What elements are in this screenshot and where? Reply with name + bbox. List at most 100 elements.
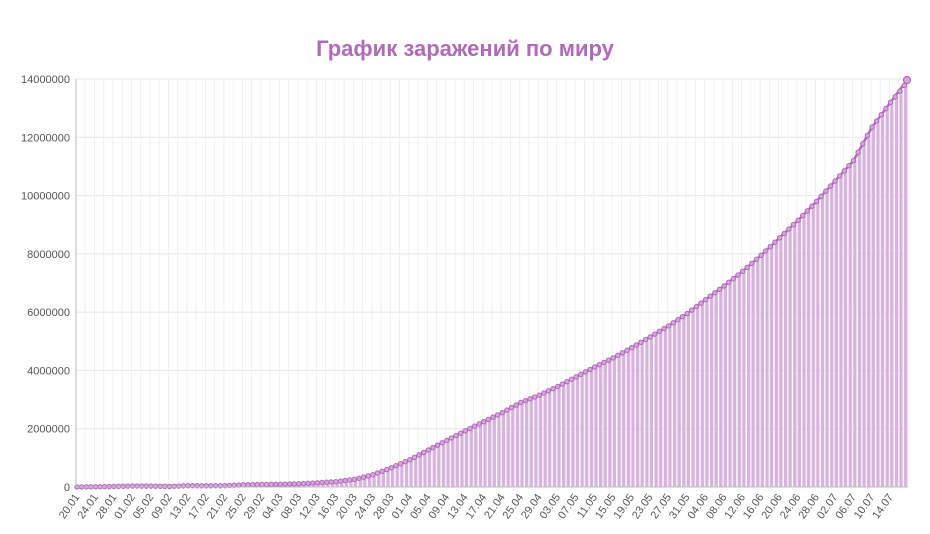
data-point [647,334,653,340]
data-point [499,409,505,416]
data-point [485,416,492,423]
data-point [504,407,510,413]
bar [733,278,737,487]
bar [538,395,543,487]
bar [455,435,459,487]
data-point [383,466,390,473]
bar [709,296,714,487]
data-point [513,402,519,408]
bar [391,467,395,487]
bar [367,475,372,487]
data-point [559,381,566,387]
bar [756,259,760,487]
data-point [638,339,644,346]
bar [811,206,815,487]
y-tick-label: 2000000 [27,424,70,436]
bar [728,282,732,487]
data-point [494,412,501,418]
bar [760,255,765,487]
data-point [582,369,589,375]
data-point [591,364,598,370]
bar-layer [76,83,908,488]
data-point [902,75,912,85]
bar [649,336,654,487]
bar [423,452,427,487]
bar [585,371,589,487]
data-point [892,94,898,100]
bar [635,345,640,487]
data-point [568,376,575,382]
bar [871,127,875,487]
data-point [675,317,681,323]
data-point [702,296,709,303]
data-point [615,352,621,359]
data-point [693,303,700,310]
data-point [536,392,542,398]
data-point [827,183,834,189]
data-point [139,483,145,489]
bar [349,479,353,487]
data-point [457,430,464,436]
data-point [319,479,325,486]
data-point [360,474,367,480]
data-point [134,483,140,489]
data-point [624,347,630,353]
data-point [490,414,496,420]
bar [464,430,469,487]
data-point [166,483,173,490]
bar [506,410,510,487]
bar [492,417,496,487]
data-point [555,383,561,390]
data-point [152,483,159,489]
y-tick-label: 6000000 [27,307,70,319]
bar [451,437,455,487]
bar [765,250,769,487]
bar [654,334,658,487]
data-point [573,374,579,380]
bar [880,114,885,487]
data-point [129,483,136,489]
bar [599,364,603,487]
data-point [763,248,769,254]
data-point [855,149,861,155]
data-point [148,483,154,489]
bar [672,322,677,487]
bar [594,366,598,487]
bar [335,481,339,487]
bar [460,433,464,487]
data-point [684,310,690,317]
bar [774,242,778,487]
bar [474,426,478,487]
data-point [439,440,445,446]
bar [562,384,566,487]
bar [575,376,580,487]
bar [617,355,621,487]
data-point [467,425,473,432]
data-point [342,477,348,484]
data-point [476,421,482,427]
data-point [356,475,362,481]
bar [354,479,358,487]
data-point [601,359,607,366]
data-point [249,481,256,488]
data-point [374,470,381,476]
data-point [712,290,718,296]
data-point [347,477,353,483]
data-point [772,239,778,245]
data-point [605,357,612,363]
data-point [263,481,270,488]
data-point [471,423,478,429]
data-point [453,432,459,439]
bar [853,160,857,487]
bar [381,471,385,487]
data-point [869,124,875,130]
bar [802,215,806,487]
data-point [393,463,399,469]
data-point [268,481,274,488]
data-point [305,480,311,486]
bar [612,357,617,487]
data-point [846,163,852,169]
data-point [726,279,732,285]
data-point [314,480,321,486]
